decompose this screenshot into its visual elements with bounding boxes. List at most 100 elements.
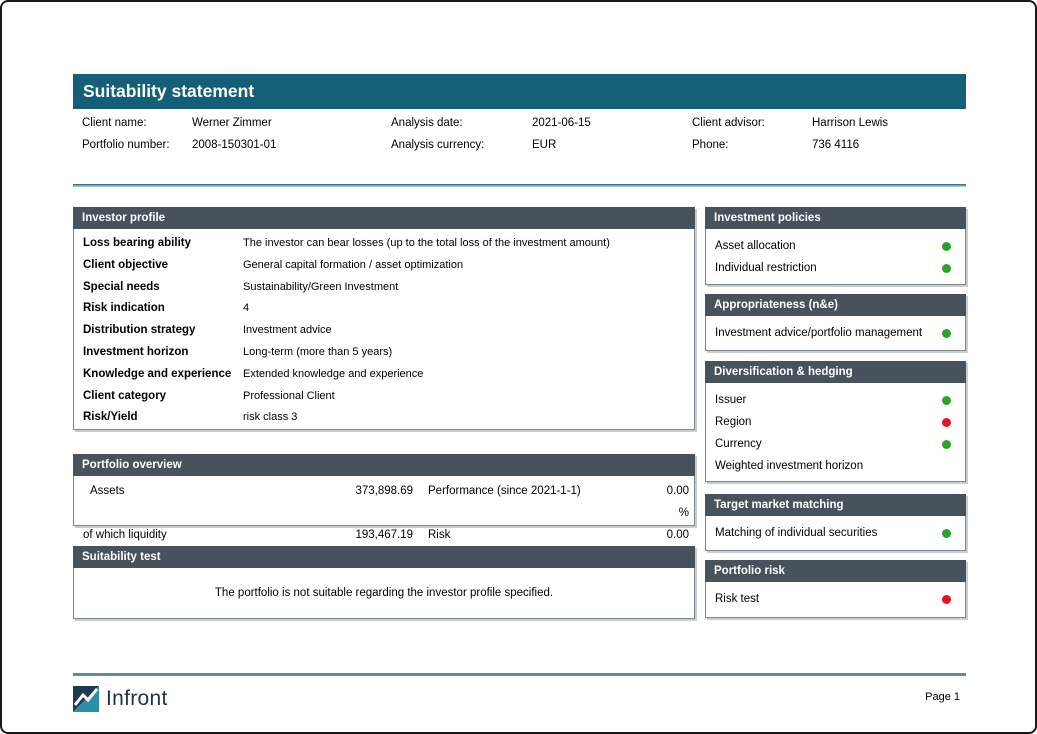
investor-row: Distribution strategy Investment advice <box>74 320 694 342</box>
status-label: Investment advice/portfolio management <box>715 327 923 339</box>
status-label: Region <box>715 416 752 428</box>
section-header: Portfolio risk <box>705 560 966 582</box>
client-field-value: Harrison Lewis <box>812 117 889 129</box>
title-bar: Suitability statement <box>73 74 966 109</box>
status-row: Currency <box>706 433 965 455</box>
client-field-value: 736 4116 <box>812 139 860 151</box>
section-header: Suitability test <box>73 546 695 568</box>
portfolio-overview-box: Portfolio overview Assets 373,898.69 Per… <box>73 454 695 563</box>
investor-row-value: Extended knowledge and experience <box>243 367 424 380</box>
page-title: Suitability statement <box>83 81 255 101</box>
status-label: Currency <box>715 438 762 450</box>
client-field-label: Client name: <box>82 117 147 129</box>
header-divider <box>73 184 966 187</box>
investor-row-label: Risk/Yield <box>83 411 138 424</box>
client-field-value: EUR <box>532 139 557 151</box>
page-number: Page 1 <box>925 691 960 703</box>
section-title: Appropriateness (n&e) <box>714 299 838 311</box>
overview-label: Assets <box>90 485 125 497</box>
section-title: Investor profile <box>82 212 166 224</box>
status-row: Region <box>706 411 965 433</box>
status-dot-icon <box>942 417 951 427</box>
client-info: Client name: Werner Zimmer Analysis date… <box>82 116 966 153</box>
investor-row-value: Long-term (more than 5 years) <box>243 345 393 358</box>
investor-row: Special needs Sustainability/Green Inves… <box>74 277 694 299</box>
client-field-label: Client advisor: <box>692 117 765 129</box>
investor-row-value: risk class 3 <box>243 411 298 424</box>
suitability-message: The portfolio is not suitable regarding … <box>214 587 554 599</box>
investor-row-value: Sustainability/Green Investment <box>243 280 399 293</box>
status-label: Weighted investment horizon <box>715 460 864 472</box>
target-market-matching-box: Target market matching Matching of indiv… <box>705 494 966 551</box>
investor-row: Risk/Yield risk class 3 <box>74 407 694 429</box>
infront-logo: Infront <box>73 686 168 712</box>
investor-row-label: Investment horizon <box>83 345 189 358</box>
status-row: Risk test <box>706 588 965 610</box>
investor-row: Investment horizon Long-term (more than … <box>74 342 694 364</box>
client-field-value: 2021-06-15 <box>532 117 591 129</box>
investor-row-label: Client objective <box>83 258 168 271</box>
section-title: Target market matching <box>714 499 844 511</box>
overview-value: 0.00 % <box>666 485 689 519</box>
overview-label: Risk <box>428 529 451 541</box>
section-header: Appropriateness (n&e) <box>705 294 966 316</box>
section-title: Investment policies <box>714 212 821 224</box>
client-field-label: Analysis currency: <box>391 139 485 151</box>
section-header: Portfolio overview <box>73 454 695 476</box>
suitability-test-box: Suitability test The portfolio is not su… <box>73 546 695 619</box>
status-row: Asset allocation <box>706 235 965 257</box>
investor-row: Risk indication 4 <box>74 298 694 320</box>
investment-policies-box: Investment policies Asset allocation Ind… <box>705 207 966 285</box>
overview-label: of which liquidity <box>83 529 167 541</box>
section-header: Investor profile <box>73 207 695 229</box>
investor-profile-box: Investor profile Loss bearing ability Th… <box>73 207 695 430</box>
section-header: Diversification & hedging <box>705 361 966 383</box>
status-row: Issuer <box>706 389 965 411</box>
investor-row-value: 4 <box>243 302 250 315</box>
overview-value: 373,898.69 <box>355 485 413 497</box>
client-field-label: Analysis date: <box>391 117 463 129</box>
status-dot-icon <box>942 263 951 273</box>
portfolio-risk-box: Portfolio risk Risk test <box>705 560 966 618</box>
investor-row-value: Professional Client <box>243 389 335 402</box>
status-dot-icon <box>942 528 951 538</box>
investor-row-value: General capital formation / asset optimi… <box>243 258 464 271</box>
investor-row-label: Distribution strategy <box>83 324 196 337</box>
investor-row: Loss bearing ability The investor can be… <box>74 233 694 255</box>
status-dot-icon <box>942 594 951 604</box>
investor-row: Knowledge and experience Extended knowle… <box>74 364 694 386</box>
section-title: Portfolio risk <box>714 565 785 577</box>
status-label: Asset allocation <box>715 240 796 252</box>
status-row: Weighted investment horizon <box>706 455 965 477</box>
footer-divider <box>73 673 966 676</box>
investor-row-value: Investment advice <box>243 324 332 337</box>
status-label: Individual restriction <box>715 262 817 274</box>
status-row: Investment advice/portfolio management <box>706 322 965 344</box>
investor-profile-rows: Loss bearing ability The investor can be… <box>74 229 694 429</box>
status-dot-icon <box>942 439 951 449</box>
diversification-hedging-box: Diversification & hedging Issuer Region … <box>705 361 966 482</box>
section-header: Target market matching <box>705 494 966 516</box>
status-label: Risk test <box>715 593 760 605</box>
investor-row: Client objective General capital formati… <box>74 255 694 277</box>
client-field-value: Werner Zimmer <box>192 117 272 129</box>
client-field-value: 2008-150301-01 <box>192 139 277 151</box>
investor-row: Client category Professional Client <box>74 386 694 408</box>
investor-row-label: Special needs <box>83 280 160 293</box>
status-dot-icon <box>942 328 951 338</box>
investor-row-label: Client category <box>83 389 167 402</box>
section-title: Diversification & hedging <box>714 366 853 378</box>
investor-row-label: Loss bearing ability <box>83 237 191 249</box>
section-title: Suitability test <box>82 551 161 563</box>
investor-row-label: Knowledge and experience <box>83 367 232 380</box>
appropriateness-box: Appropriateness (n&e) Investment advice/… <box>705 294 966 351</box>
client-field-label: Portfolio number: <box>82 139 170 151</box>
section-header: Investment policies <box>705 207 966 229</box>
status-row: Matching of individual securities <box>706 522 965 544</box>
overview-value: 193,467.19 <box>355 529 413 541</box>
investor-row-label: Risk indication <box>83 302 165 315</box>
status-label: Matching of individual securities <box>715 527 878 539</box>
infront-logo-icon <box>73 686 99 712</box>
status-label: Issuer <box>715 394 747 406</box>
